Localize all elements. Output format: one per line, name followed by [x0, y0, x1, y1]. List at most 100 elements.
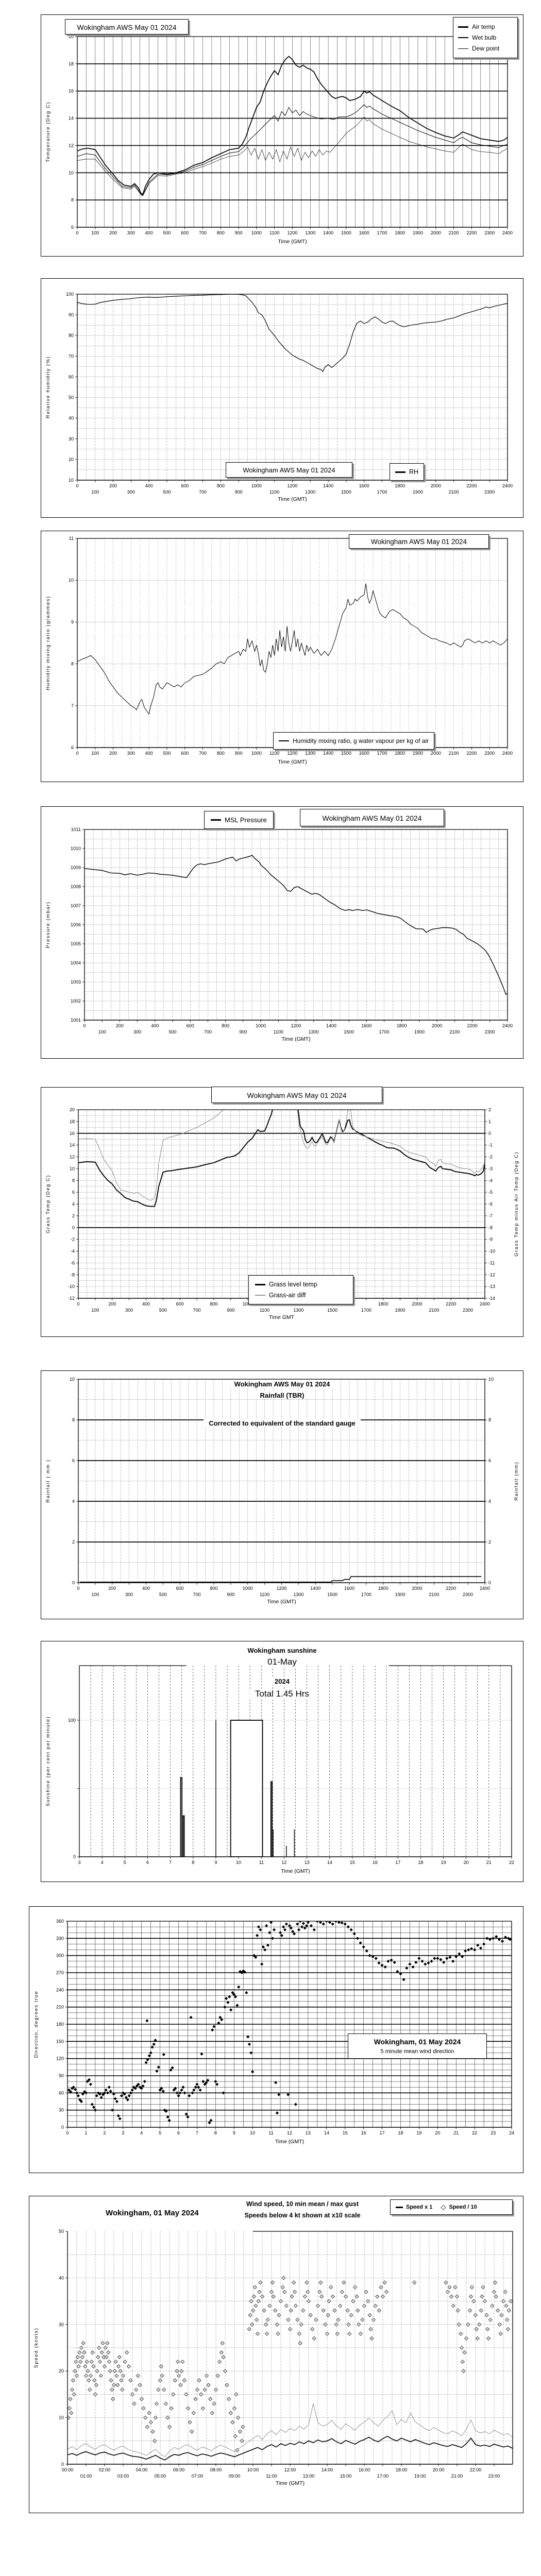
svg-text:700: 700 — [199, 751, 207, 756]
legend-label: RH — [409, 468, 419, 476]
svg-text:800: 800 — [217, 751, 225, 756]
svg-text:1600: 1600 — [361, 1023, 371, 1028]
svg-text:1700: 1700 — [377, 489, 387, 495]
svg-text:Humidity mixing ratio (grammes: Humidity mixing ratio (grammes) — [45, 596, 51, 690]
svg-text:900: 900 — [227, 1308, 234, 1313]
svg-text:300: 300 — [127, 230, 135, 235]
svg-text:Speed (knots): Speed (knots) — [33, 2328, 39, 2368]
svg-text:1900: 1900 — [413, 230, 423, 235]
svg-text:12:00: 12:00 — [284, 2467, 296, 2472]
svg-text:90: 90 — [59, 2073, 64, 2078]
line-sample-icon — [211, 819, 221, 821]
svg-text:2400: 2400 — [480, 1301, 490, 1307]
svg-text:6: 6 — [72, 1458, 75, 1463]
svg-text:40: 40 — [59, 2275, 64, 2280]
line-sample-icon — [395, 471, 405, 473]
svg-text:600: 600 — [181, 751, 189, 756]
svg-text:2000: 2000 — [412, 1301, 422, 1307]
svg-text:4: 4 — [72, 1499, 75, 1504]
line-sample-icon — [458, 37, 468, 38]
svg-text:1300: 1300 — [305, 230, 315, 235]
svg-text:150: 150 — [56, 2039, 64, 2044]
svg-text:1300: 1300 — [293, 1308, 303, 1313]
svg-text:90: 90 — [69, 312, 74, 317]
svg-text:100: 100 — [91, 489, 99, 495]
svg-text:600: 600 — [187, 1023, 194, 1028]
svg-text:2400: 2400 — [502, 483, 513, 488]
svg-text:16: 16 — [361, 2130, 366, 2136]
svg-text:00:00: 00:00 — [62, 2467, 74, 2472]
svg-text:02:00: 02:00 — [99, 2467, 111, 2472]
legend-item: Humidity mixing ratio, g water vapour pe… — [279, 737, 429, 744]
svg-text:1100: 1100 — [269, 751, 279, 756]
svg-text:14: 14 — [324, 2130, 329, 2136]
svg-text:2100: 2100 — [449, 751, 459, 756]
svg-text:2: 2 — [103, 2130, 106, 2136]
chart-panel-sunshine: 3 4 5 6 7 8 9 10 11 12 13 14 15 16 17 18 19 20 21 22 Time (G… — [41, 1641, 523, 1882]
svg-text:Time (GMT): Time (GMT) — [276, 2480, 305, 2486]
rh-legend: RH — [390, 463, 425, 481]
svg-text:800: 800 — [217, 230, 225, 235]
svg-text:1900: 1900 — [414, 1029, 425, 1035]
svg-text:16: 16 — [373, 1860, 378, 1865]
legend-item: Dew point — [458, 45, 513, 52]
svg-text:24: 24 — [509, 2130, 514, 2136]
svg-text:1100: 1100 — [274, 1029, 283, 1035]
svg-text:270: 270 — [56, 1970, 64, 1975]
svg-text:4: 4 — [488, 1499, 491, 1504]
svg-text:50: 50 — [69, 395, 74, 400]
svg-text:1200: 1200 — [287, 230, 297, 235]
svg-text:2300: 2300 — [485, 1029, 495, 1035]
svg-text:1008: 1008 — [71, 884, 81, 889]
line-sample-icon — [279, 740, 289, 741]
svg-text:900: 900 — [235, 751, 243, 756]
chart-subtitle: 5 minute mean wind direction — [380, 2048, 454, 2055]
svg-text:-13: -13 — [488, 1284, 495, 1289]
svg-text:13: 13 — [305, 1860, 310, 1865]
svg-text:0: 0 — [73, 1854, 76, 1859]
svg-text:2: 2 — [488, 1539, 491, 1545]
svg-text:700: 700 — [199, 230, 207, 235]
svg-text:900: 900 — [239, 1029, 247, 1035]
svg-text:23:00: 23:00 — [488, 2473, 500, 2479]
line-sample-icon — [255, 1283, 265, 1285]
svg-text:1100: 1100 — [260, 1308, 269, 1313]
svg-text:18: 18 — [69, 61, 74, 66]
svg-text:2100: 2100 — [429, 1308, 439, 1313]
svg-text:12: 12 — [281, 1860, 286, 1865]
svg-text:-14: -14 — [488, 1296, 495, 1301]
pressure-legend: MSL Pressure — [204, 811, 274, 829]
svg-text:1001: 1001 — [71, 1018, 81, 1023]
svg-text:1007: 1007 — [71, 903, 81, 908]
svg-text:500: 500 — [169, 1029, 177, 1035]
svg-text:80: 80 — [69, 333, 74, 338]
svg-text:30: 30 — [59, 2108, 64, 2113]
svg-text:1200: 1200 — [287, 483, 297, 488]
svg-text:-2: -2 — [71, 1237, 75, 1242]
svg-text:01:00: 01:00 — [80, 2473, 92, 2479]
svg-text:Grass Temp (Deg C): Grass Temp (Deg C) — [45, 1175, 51, 1233]
svg-text:12: 12 — [70, 1155, 75, 1160]
svg-text:6: 6 — [72, 1190, 75, 1195]
svg-text:8: 8 — [192, 1860, 194, 1865]
svg-text:10:00: 10:00 — [247, 2467, 259, 2472]
svg-text:10: 10 — [236, 1860, 241, 1865]
svg-text:1000: 1000 — [243, 1586, 253, 1591]
svg-text:700: 700 — [199, 489, 207, 495]
svg-text:Pressure (mbar): Pressure (mbar) — [45, 901, 51, 948]
svg-text:Sunshine (per cent per minute): Sunshine (per cent per minute) — [45, 1716, 51, 1806]
svg-text:2100: 2100 — [449, 230, 459, 235]
svg-text:1500: 1500 — [344, 1029, 354, 1035]
svg-text:360: 360 — [56, 1919, 64, 1924]
svg-text:2000: 2000 — [431, 230, 441, 235]
svg-text:1700: 1700 — [361, 1308, 371, 1313]
svg-text:-8: -8 — [71, 1272, 75, 1277]
svg-text:7: 7 — [196, 2130, 198, 2136]
svg-text:2400: 2400 — [502, 230, 513, 235]
wind-direction-info-box: Wokingham, 01 May 2024 5 minute mean win… — [348, 2033, 487, 2059]
svg-text:0: 0 — [61, 2125, 64, 2130]
svg-text:0: 0 — [66, 2130, 69, 2136]
svg-text:2400: 2400 — [480, 1586, 490, 1591]
svg-text:1011: 1011 — [71, 827, 81, 832]
svg-text:9: 9 — [71, 619, 74, 624]
